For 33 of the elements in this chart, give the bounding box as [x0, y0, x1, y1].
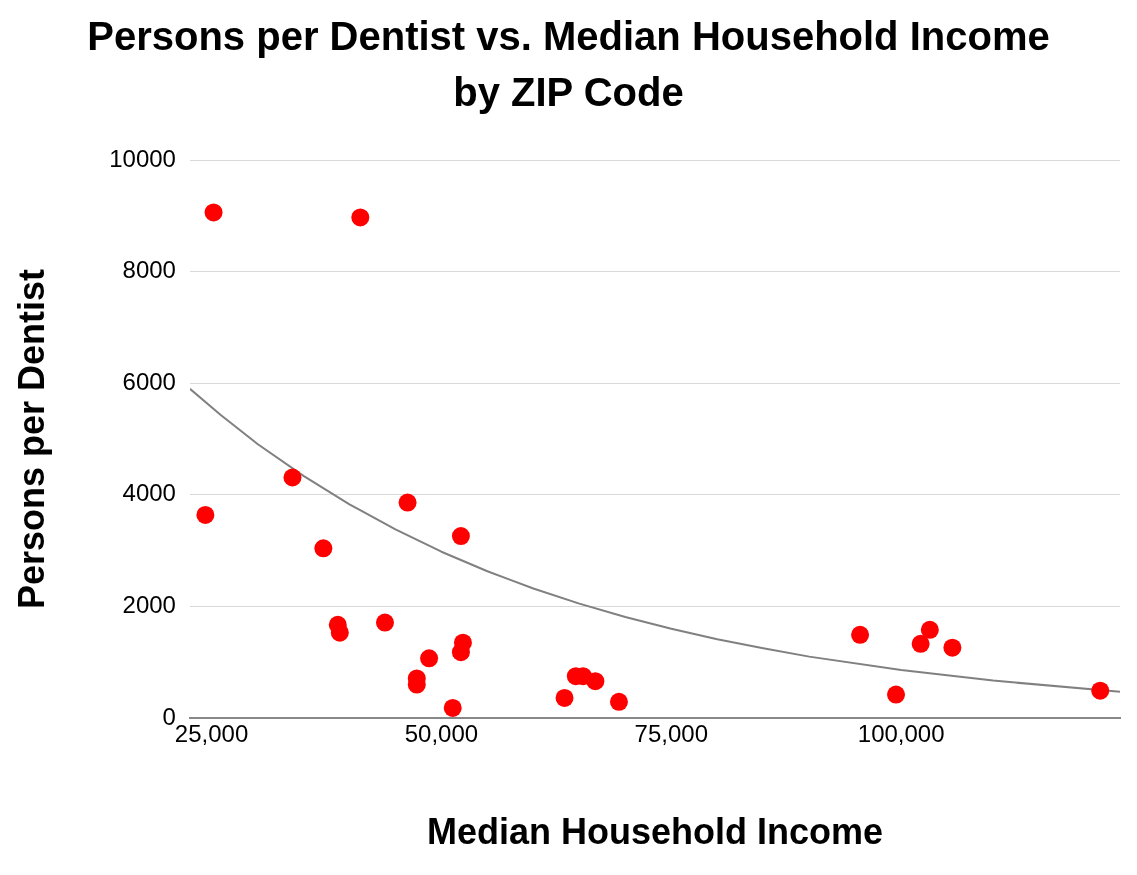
x-axis-title: Median Household Income [426, 811, 883, 853]
y-tick-label: 0 [162, 702, 176, 730]
point [451, 527, 470, 546]
y-tick-label: 2000 [122, 591, 176, 619]
point [196, 505, 215, 524]
x-tick-label: 50,000 [404, 720, 479, 748]
point [420, 649, 439, 668]
point [943, 638, 962, 657]
y-tick-label: 10000 [109, 144, 176, 172]
x-tick-label: 25,000 [174, 720, 249, 748]
point [851, 625, 870, 644]
point [451, 643, 470, 662]
point [314, 539, 333, 558]
chart-title: Persons per Dentist vs. Median Household Income by ZIP Code [86, 13, 1051, 116]
point [398, 493, 417, 512]
point [555, 688, 574, 707]
point [351, 208, 370, 227]
point [609, 692, 628, 711]
point [586, 672, 605, 691]
point [911, 634, 930, 653]
point [283, 468, 302, 487]
point [443, 698, 462, 717]
point [204, 203, 223, 222]
y-tick-label: 6000 [122, 367, 176, 395]
point [920, 620, 939, 639]
point [887, 685, 906, 704]
x-tick-label: 100,000 [857, 720, 945, 748]
y-tick-label: 8000 [122, 256, 176, 284]
x-tick-label: 75,000 [634, 720, 708, 748]
y-tick-label: 4000 [122, 479, 176, 507]
point [375, 613, 394, 632]
y-axis-title: Persons per Dentist [10, 268, 52, 610]
point [1091, 681, 1110, 700]
